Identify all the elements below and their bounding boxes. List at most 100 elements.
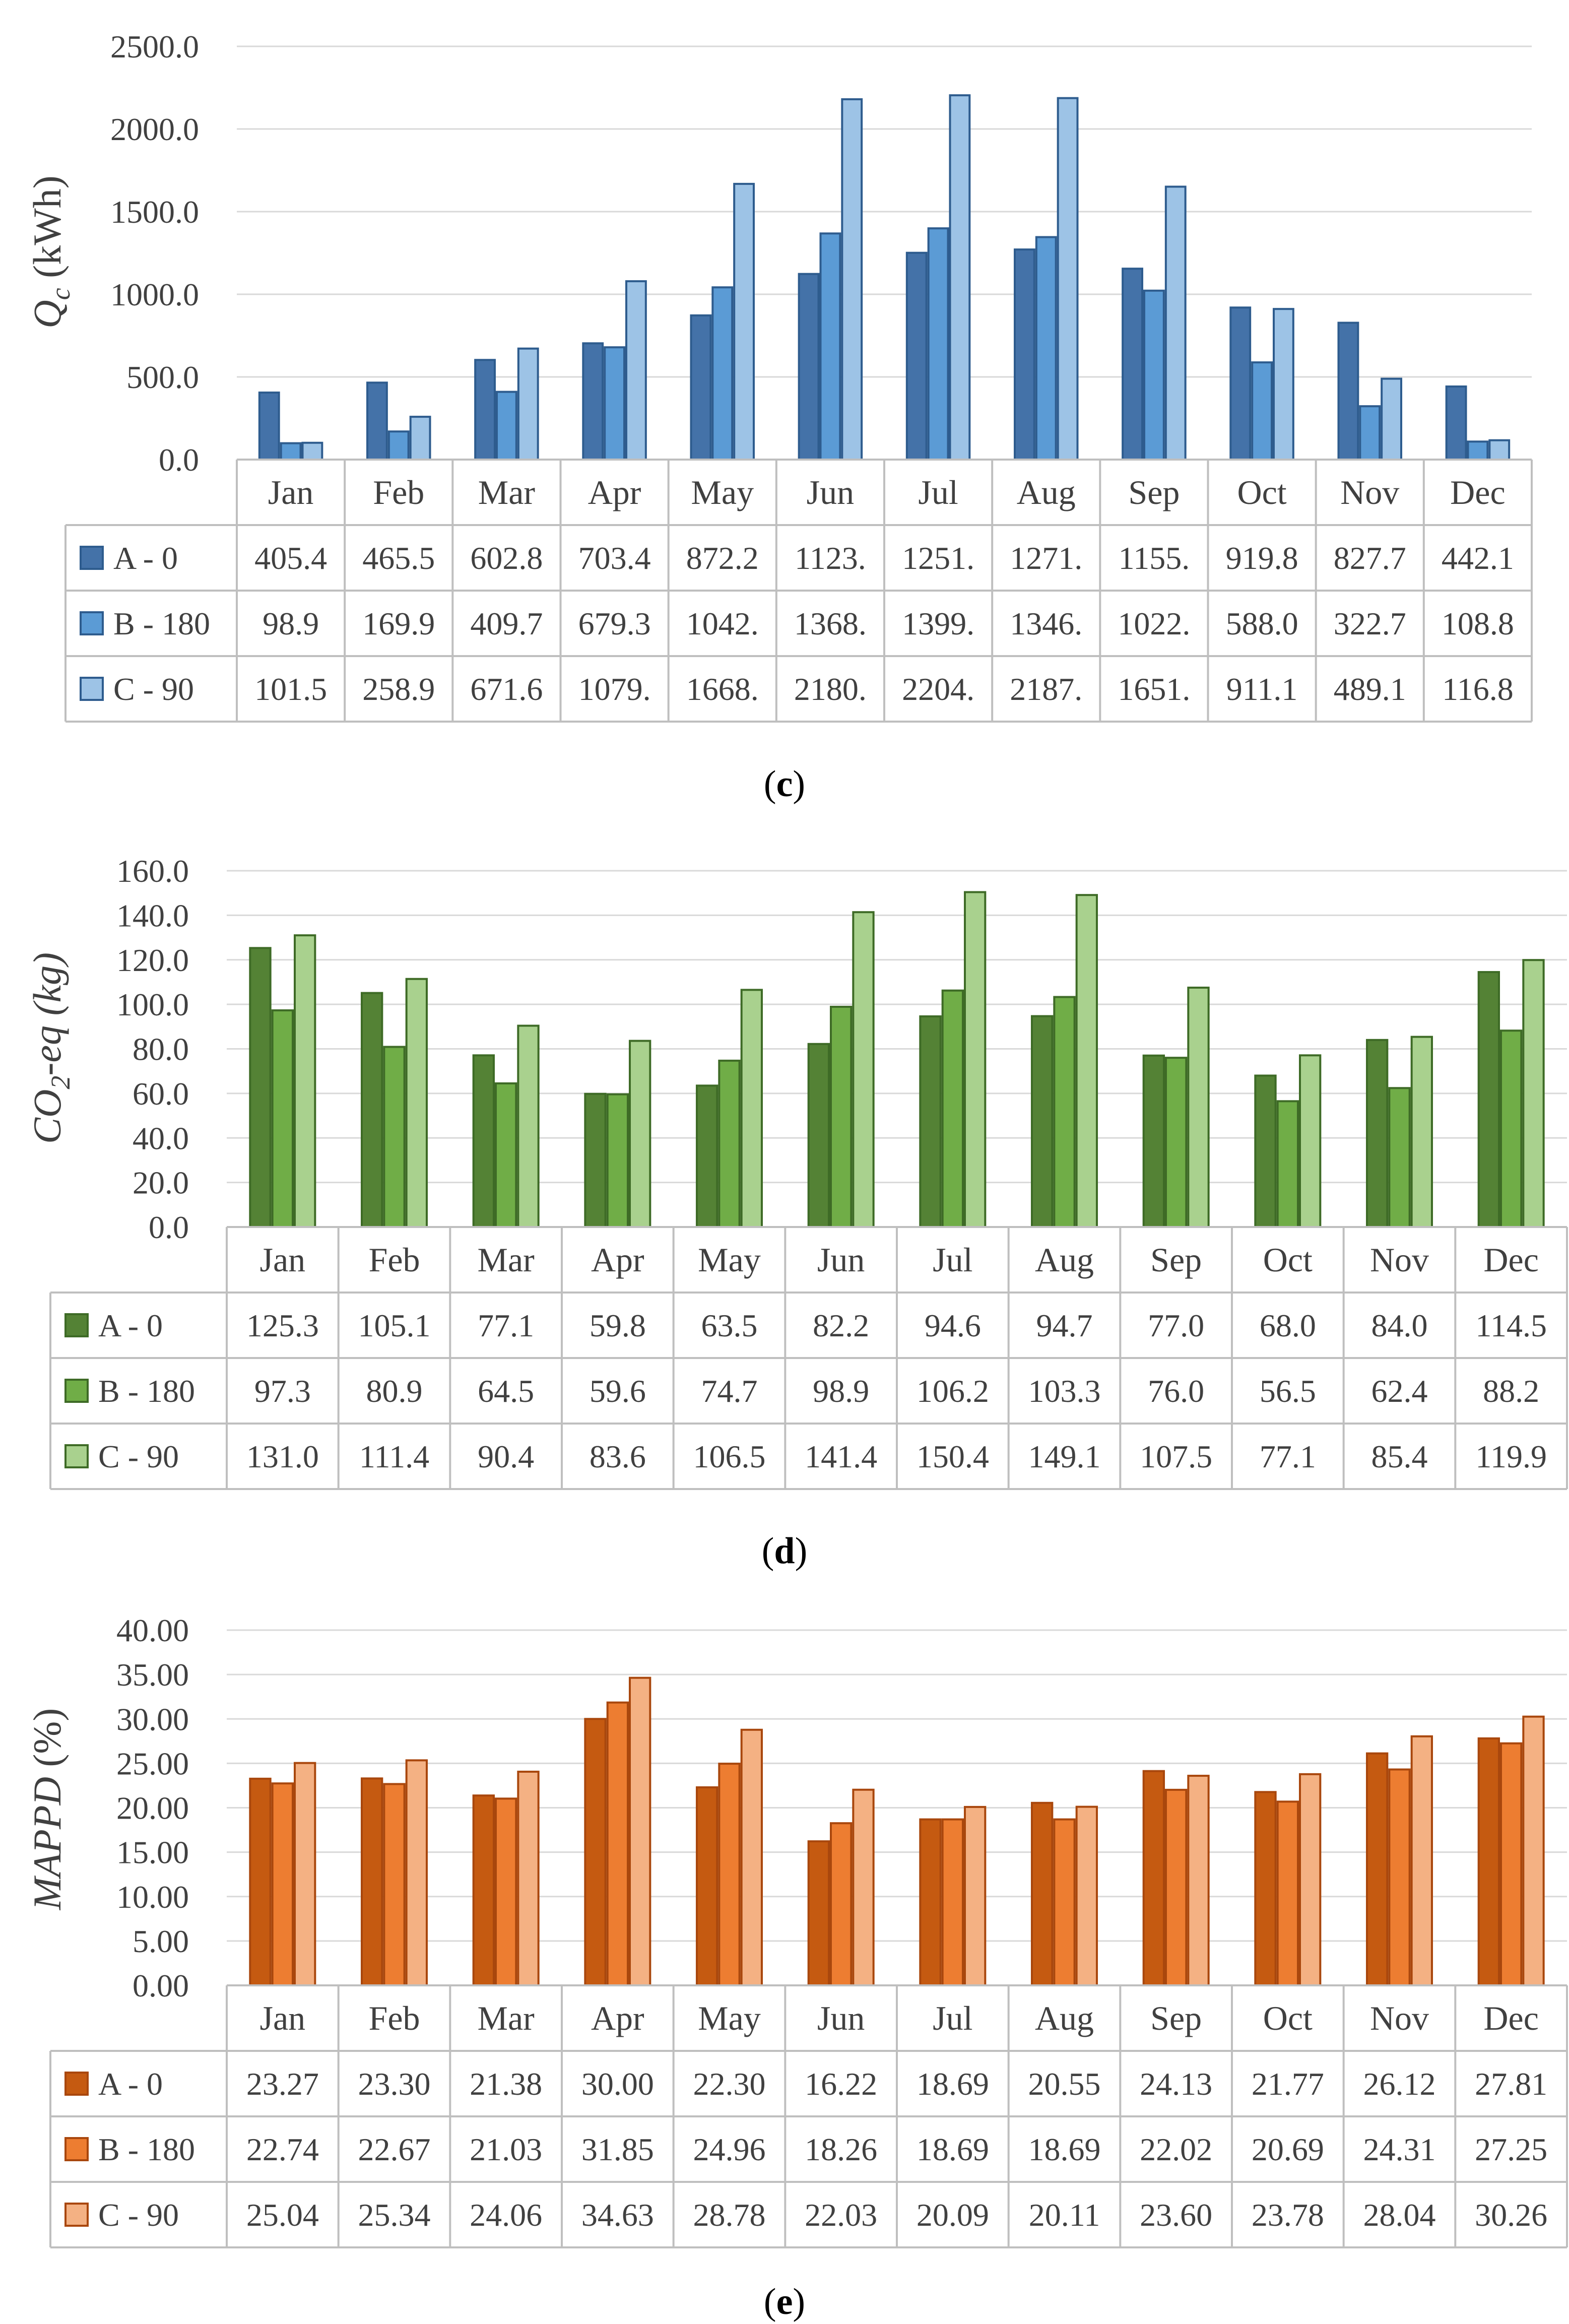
y-axis-label-sub: c (45, 288, 76, 300)
bar-c-90-nov (1381, 377, 1403, 461)
bar-a-0-oct (1254, 1074, 1277, 1228)
data-label: 28.04 (1363, 2197, 1436, 2233)
bar-c-90-dec (1522, 959, 1545, 1228)
x-tick-label: Dec (1450, 473, 1505, 511)
legend-label: C - 90 (98, 1439, 179, 1474)
data-label: 30.26 (1475, 2197, 1547, 2233)
bar-b-180-may (711, 286, 734, 461)
bar-c-90-feb (405, 978, 428, 1228)
y-axis-label-unit: (kWh) (25, 175, 69, 288)
x-tick-label: Aug (1035, 1241, 1094, 1279)
data-label: 18.69 (1028, 2132, 1101, 2167)
legend-key (64, 1379, 89, 1403)
bar-c-90-may (733, 182, 755, 461)
bar-a-0-apr (584, 1092, 607, 1229)
y-axis-label-sub: 2 (45, 1076, 76, 1089)
bar-c-90-apr (629, 1676, 651, 1986)
bar-b-180-jul (941, 989, 964, 1228)
x-tick-label: Nov (1370, 1999, 1429, 2037)
bar-c-90-jan (294, 934, 316, 1229)
data-label: 76.0 (1148, 1373, 1204, 1409)
x-tick-label: Oct (1263, 1241, 1313, 1279)
data-label: 98.9 (813, 1373, 869, 1409)
y-axis-label-main: CO (25, 1089, 69, 1144)
data-label: 22.03 (805, 2197, 877, 2233)
data-label: 27.81 (1475, 2066, 1547, 2102)
chart-panel-c: 0.0 500.0 1000.0 1500.0 2000.0 2500.0 Jan Feb Ma… (25, 29, 1533, 805)
x-tick-label: Jul (933, 1999, 972, 2037)
bar-c-90-mar (517, 1770, 540, 1986)
data-label: 22.67 (358, 2132, 431, 2167)
bar-c-90-may (740, 989, 763, 1228)
data-label: 409.7 (470, 606, 543, 641)
data-label: 489.1 (1334, 671, 1406, 707)
y-tick-label: 20.0 (133, 1165, 189, 1201)
bar-b-180-apr (604, 346, 625, 461)
data-label: 82.2 (813, 1308, 869, 1343)
bar-c-90-mar (517, 1024, 540, 1229)
data-label: 74.7 (701, 1373, 758, 1409)
x-tick-label: May (698, 1999, 761, 2037)
bar-a-0-jan (249, 947, 272, 1228)
bar-b-180-dec (1500, 1029, 1523, 1228)
x-tick-label: Jan (260, 1241, 306, 1279)
bar-a-0-oct (1254, 1791, 1277, 1986)
data-label: 703.4 (578, 540, 651, 576)
x-tick-label: Apr (591, 1999, 644, 2037)
data-label: 84.0 (1371, 1308, 1428, 1343)
bar-b-180-oct (1276, 1100, 1299, 1228)
bar-b-180-nov (1388, 1768, 1411, 1986)
bar-c-90-aug (1075, 1805, 1098, 1987)
bar-c-90-dec (1488, 439, 1511, 461)
data-label: 22.02 (1140, 2132, 1212, 2167)
bar-a-0-apr (584, 1718, 607, 1986)
bar-a-0-may (696, 1786, 718, 1986)
panel-caption: (d) (762, 1530, 807, 1572)
bar-b-180-apr (606, 1093, 629, 1229)
caption-open-paren: ( (764, 2281, 776, 2322)
x-tick-label: Dec (1483, 1241, 1538, 1279)
data-label: 25.04 (246, 2197, 319, 2233)
bar-c-90-mar (517, 347, 539, 461)
data-label: 101.5 (254, 671, 327, 707)
data-label: 22.30 (693, 2066, 766, 2102)
data-label: 77.1 (478, 1308, 534, 1343)
bar-b-180-apr (606, 1701, 629, 1987)
bar-a-0-aug (1031, 1015, 1054, 1229)
bar-a-0-jun (807, 1043, 830, 1229)
bar-b-180-jan (271, 1009, 294, 1229)
bar-a-0-nov (1366, 1039, 1389, 1228)
bar-c-90-may (740, 1728, 763, 1986)
data-label: 442.1 (1442, 540, 1514, 576)
legend-label: A - 0 (98, 2066, 163, 2102)
data-label: 94.7 (1036, 1308, 1093, 1343)
y-tick-label: 60.0 (133, 1076, 189, 1112)
bar-a-0-mar (474, 359, 496, 461)
x-tick-label: Jun (817, 1241, 865, 1279)
legend-key (64, 1313, 89, 1337)
x-tick-label: Jan (260, 1999, 306, 2037)
y-axis-label: MAPPD (%) (25, 1708, 69, 1911)
bar-c-90-sep (1187, 986, 1210, 1228)
bar-b-180-feb (383, 1046, 406, 1229)
y-tick-label: 1500.0 (110, 194, 199, 230)
y-tick-label: 1000.0 (110, 277, 199, 312)
bar-a-0-mar (472, 1054, 495, 1229)
data-label: 88.2 (1483, 1373, 1539, 1409)
legend-key (64, 2072, 89, 2096)
data-label: 90.4 (478, 1439, 534, 1474)
data-label: 56.5 (1260, 1373, 1316, 1409)
bar-a-0-sep (1122, 268, 1144, 461)
bar-c-90-jul (964, 891, 987, 1229)
data-label: 24.96 (693, 2132, 766, 2167)
x-tick-label: Mar (478, 473, 536, 511)
bar-b-180-mar (495, 1082, 517, 1229)
legend-label: C - 90 (98, 2197, 179, 2233)
bar-b-180-oct (1276, 1800, 1299, 1987)
x-tick-label: Apr (591, 1241, 644, 1279)
data-label: 68.0 (1260, 1308, 1316, 1343)
bar-c-90-dec (1522, 1715, 1545, 1986)
bar-b-180-feb (383, 1783, 406, 1986)
data-label: 141.4 (805, 1439, 877, 1474)
bar-b-180-jan (280, 442, 302, 461)
